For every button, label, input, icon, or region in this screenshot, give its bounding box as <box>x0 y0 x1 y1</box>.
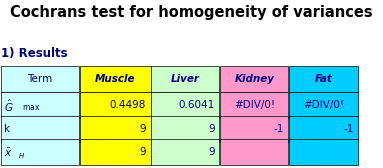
Text: Liver: Liver <box>171 74 200 83</box>
FancyBboxPatch shape <box>1 116 79 142</box>
Text: 0.4498: 0.4498 <box>110 100 146 110</box>
Text: $H$: $H$ <box>18 151 25 160</box>
FancyBboxPatch shape <box>80 92 151 118</box>
FancyBboxPatch shape <box>151 92 219 118</box>
FancyBboxPatch shape <box>1 66 79 92</box>
FancyBboxPatch shape <box>289 66 358 92</box>
Text: -1: -1 <box>273 124 284 134</box>
Text: $\hat{G}$: $\hat{G}$ <box>4 97 13 114</box>
FancyBboxPatch shape <box>80 66 151 92</box>
FancyBboxPatch shape <box>220 92 288 118</box>
Text: k: k <box>4 124 10 134</box>
FancyBboxPatch shape <box>80 139 151 165</box>
Text: Fat: Fat <box>315 74 332 83</box>
Text: 0.6041: 0.6041 <box>178 100 215 110</box>
FancyBboxPatch shape <box>151 139 219 165</box>
FancyBboxPatch shape <box>289 92 358 118</box>
Text: 9: 9 <box>139 124 146 134</box>
FancyBboxPatch shape <box>1 92 79 118</box>
FancyBboxPatch shape <box>151 116 219 142</box>
Text: Muscle: Muscle <box>95 74 136 83</box>
FancyBboxPatch shape <box>289 139 358 165</box>
Text: 9: 9 <box>139 148 146 157</box>
Text: 9: 9 <box>208 124 215 134</box>
Text: Cochrans test for homogeneity of variances: Cochrans test for homogeneity of varianc… <box>10 5 373 20</box>
Text: #DIV/0!: #DIV/0! <box>234 100 275 110</box>
FancyBboxPatch shape <box>220 116 288 142</box>
FancyBboxPatch shape <box>289 116 358 142</box>
FancyBboxPatch shape <box>151 66 219 92</box>
FancyBboxPatch shape <box>1 139 79 165</box>
Text: #DIV/0!: #DIV/0! <box>303 100 344 110</box>
FancyBboxPatch shape <box>220 139 288 165</box>
Text: 9: 9 <box>208 148 215 157</box>
FancyBboxPatch shape <box>220 66 288 92</box>
Text: 1) Results: 1) Results <box>1 47 67 60</box>
Text: $\bar{x}$: $\bar{x}$ <box>4 146 12 159</box>
FancyBboxPatch shape <box>80 116 151 142</box>
Text: -1: -1 <box>343 124 354 134</box>
Text: Term: Term <box>28 74 52 83</box>
Text: Kidney: Kidney <box>234 74 274 83</box>
Text: $\mathregular{max}$: $\mathregular{max}$ <box>22 103 41 112</box>
